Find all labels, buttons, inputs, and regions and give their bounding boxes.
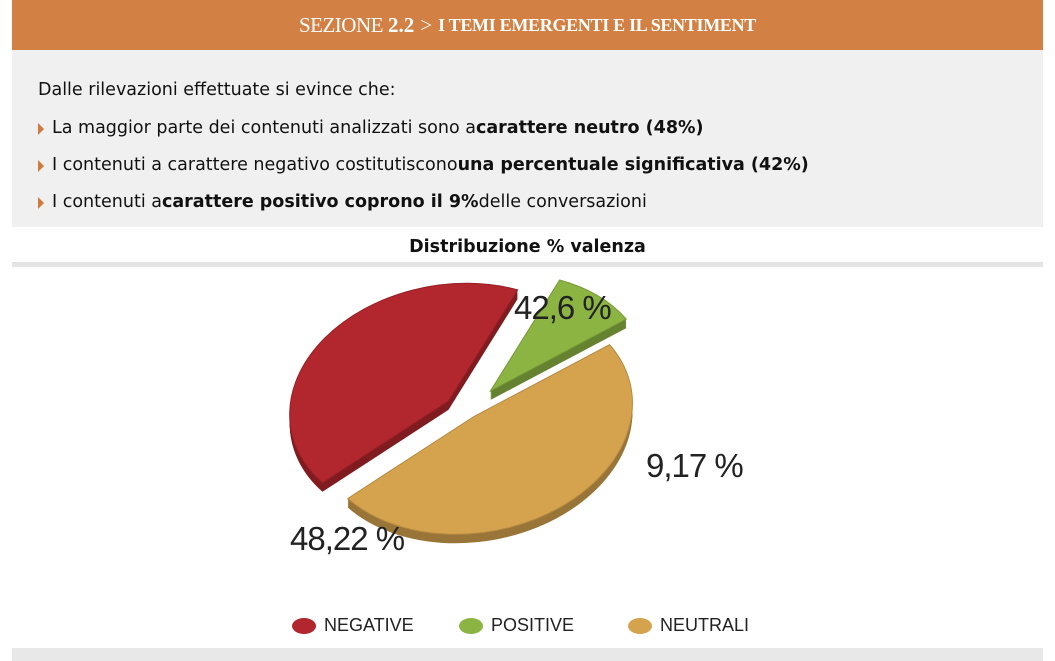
bullet-text: La maggior parte dei contenuti analizzat… [52, 118, 476, 138]
pie-slice-neutral [346, 344, 633, 535]
intro-lead: Dalle rilevazioni effettuate si evince c… [38, 80, 396, 100]
bullet-arrow-icon [38, 122, 44, 135]
section-header: SEZIONE 2.2 > I TEMI EMERGENTI E IL SENT… [12, 0, 1043, 50]
bottom-divider [12, 648, 1043, 661]
bullet-text: I contenuti a carattere negativo costitu… [52, 155, 458, 175]
bullet-bold: carattere neutro (48%) [475, 118, 704, 138]
legend-label-neutral: NEUTRALI [660, 615, 750, 635]
bullet-text: I contenuti a [52, 192, 162, 212]
legend-label-negative: NEGATIVE [324, 615, 414, 635]
pie-slice-positive [488, 279, 628, 393]
legend-swatch-positive [459, 617, 483, 634]
pie-slice-negative [289, 282, 519, 484]
bullet-arrow-icon [38, 159, 44, 172]
section-label: SEZIONE [298, 12, 384, 37]
legend-item-positive: POSITIVE [459, 615, 574, 636]
bullet-item: I contenuti a carattere positivo coprono… [38, 192, 647, 212]
intro-panel [12, 50, 1043, 227]
bullet-text-end: delle conversazioni [478, 192, 647, 212]
legend-swatch-negative [292, 617, 316, 634]
legend-swatch-neutral [628, 617, 652, 634]
bullet-item: I contenuti a carattere negativo costitu… [38, 155, 809, 175]
bullet-arrow-icon [38, 196, 44, 209]
bullet-bold: una percentuale significativa (42%) [457, 155, 809, 175]
legend-item-neutral: NEUTRALI [628, 615, 749, 636]
bullet-item: La maggior parte dei contenuti analizzat… [38, 118, 704, 138]
chart-title: Distribuzione % valenza [409, 237, 646, 257]
data-label-negative: 42,6 % [514, 289, 612, 326]
legend-item-negative: NEGATIVE [292, 615, 414, 636]
section-separator: > [420, 12, 433, 37]
pie-chart [289, 279, 633, 544]
section-number: 2.2 [387, 12, 415, 37]
legend-label-positive: POSITIVE [491, 615, 575, 635]
divider [12, 262, 1043, 267]
section-title: I TEMI EMERGENTI E IL SENTIMENT [438, 14, 757, 35]
bullet-bold: carattere positivo coprono il 9% [161, 192, 479, 212]
data-label-neutral: 48,22 % [290, 520, 405, 557]
data-label-positive: 9,17 % [646, 447, 744, 484]
